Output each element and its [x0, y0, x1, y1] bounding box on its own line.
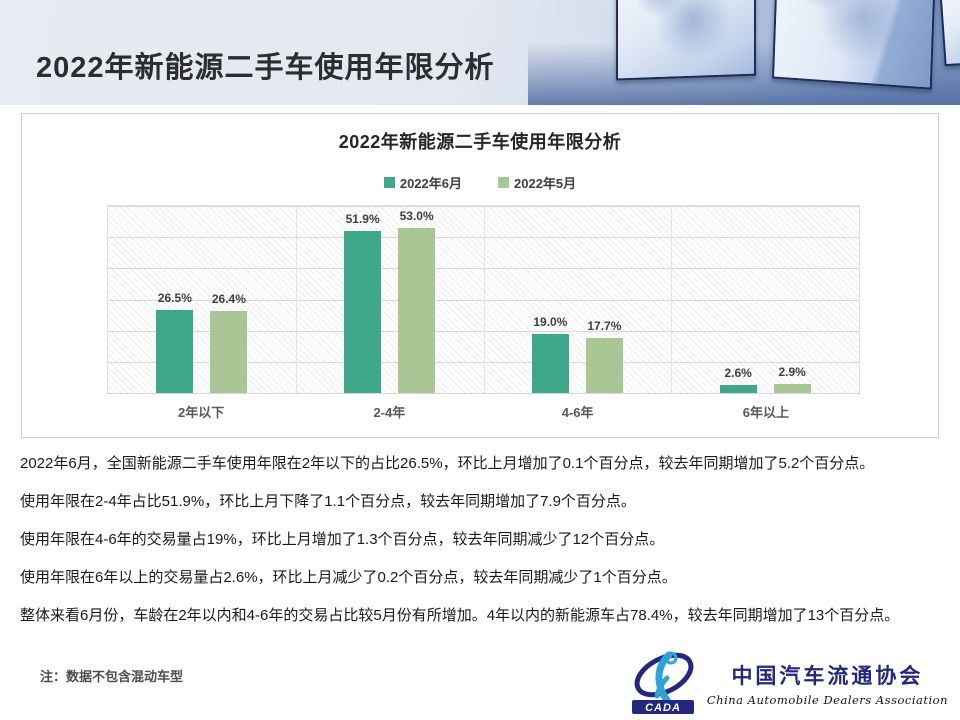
- chart-plot: 26.5% 26.4% 51.9% 53.0% 19.0% 17.7% 2.6% 2.9%: [107, 205, 860, 394]
- header-banner: 2022年新能源二手车使用年限分析: [0, 0, 960, 105]
- bar-groups: 26.5% 26.4% 51.9% 53.0% 19.0% 17.7% 2.6% 2.9%: [108, 206, 859, 393]
- category-label: 4-6年: [561, 405, 594, 420]
- page-title: 2022年新能源二手车使用年限分析: [36, 52, 495, 84]
- association-name-en: China Automobile Dealers Association: [706, 693, 948, 707]
- legend-label: 2022年5月: [514, 176, 577, 191]
- legend-item: 2022年5月: [498, 173, 576, 192]
- bar-value-label: 51.9%: [345, 212, 380, 227]
- category-label: 2-4年: [373, 405, 406, 420]
- bar-group: 26.5% 26.4%: [108, 206, 296, 393]
- bar-2022年5月-4-6年: [585, 337, 623, 393]
- decorative-cube: [939, 0, 960, 67]
- analysis-paragraph: 整体来看6月份，车龄在2年以内和4-6年的交易占比较5月份有所增加。4年以内的新…: [20, 607, 900, 624]
- decorative-cube: [772, 0, 936, 90]
- data-note: 注：数据不包含混动车型: [40, 669, 184, 684]
- category-separator: [671, 206, 673, 393]
- chart-legend: 2022年6月 2022年5月: [22, 173, 938, 192]
- gridline: [108, 393, 859, 394]
- bar-slot: 17.7%: [585, 206, 623, 393]
- category-label: 6年以上: [742, 405, 789, 420]
- bar-value-label: 26.5%: [157, 291, 192, 306]
- bar-slot: 26.5%: [156, 206, 194, 393]
- bar-slot: 2.6%: [719, 206, 757, 393]
- bar-2022年5月-6年以上: [773, 383, 811, 393]
- bar-2022年6月-2年以下: [156, 310, 194, 393]
- bar-2022年5月-2年以下: [210, 310, 248, 393]
- decorative-cube: [616, 0, 756, 81]
- world-map-texture: [774, 0, 934, 88]
- legend-label: 2022年6月: [399, 176, 462, 191]
- cada-logo-mark: CADA: [631, 651, 694, 714]
- analysis-paragraph: 使用年限在4-6年的交易量占19%，环比上月增加了1.3个百分点，较去年同期减少…: [20, 531, 665, 548]
- bar-slot: 51.9%: [344, 206, 382, 393]
- bar-slot: 53.0%: [398, 206, 436, 393]
- bar-group: 51.9% 53.0%: [296, 206, 484, 393]
- legend-swatch-icon: [498, 177, 509, 188]
- bar-2022年6月-2-4年: [344, 231, 382, 393]
- legend-swatch-icon: [383, 177, 395, 188]
- chart-card: 2022年新能源二手车使用年限分析 2022年6月 2022年5月 26.5% 26…: [21, 113, 939, 438]
- bar-slot: 19.0%: [531, 206, 569, 393]
- bar-group: 19.0% 17.7%: [484, 206, 672, 393]
- bar-slot: 26.4%: [210, 206, 248, 393]
- bar-2022年6月-4-6年: [531, 333, 569, 393]
- analysis-paragraph: 2022年6月，全国新能源二手车使用年限在2年以下的占比26.5%，环比上月增加…: [20, 455, 875, 472]
- analysis-paragraph: 使用年限在6年以上的交易量占2.6%，环比上月减少了0.2个百分点，较去年同期减…: [20, 569, 677, 586]
- analysis-text: 2022年6月，全国新能源二手车使用年限在2年以下的占比26.5%，环比上月增加…: [20, 445, 950, 635]
- cada-logo-text: 中国汽车流通协会 China Automobile Dealers Associ…: [707, 650, 948, 707]
- bar-2022年6月-6年以上: [719, 384, 757, 393]
- category-separator: [295, 206, 297, 393]
- bar-value-label: 19.0%: [533, 314, 568, 329]
- chart-title: 2022年新能源二手车使用年限分析: [338, 132, 622, 152]
- bar-value-label: 53.0%: [399, 208, 434, 223]
- category-separator: [483, 206, 485, 393]
- analysis-paragraph: 使用年限在2-4年占比51.9%，环比上月下降了1.1个百分点，较去年同期增加了…: [20, 493, 636, 510]
- bar-value-label: 2.9%: [778, 364, 806, 379]
- association-name-zh: 中国汽车流通协会: [731, 664, 924, 688]
- legend-item: 2022年6月: [383, 173, 462, 192]
- svg-text:CADA: CADA: [645, 702, 681, 714]
- chart-category-axis: 2年以下 2-4年 4-6年 6年以上: [107, 402, 860, 421]
- category-label: 2年以下: [178, 405, 225, 420]
- bar-value-label: 26.4%: [211, 291, 246, 306]
- bar-value-label: 17.7%: [587, 318, 622, 333]
- cada-logo: CADA 中国汽车流通协会 China Automobile Dealers A…: [629, 650, 948, 716]
- bar-slot: 2.9%: [773, 206, 811, 393]
- world-map-texture: [618, 0, 754, 79]
- bar-value-label: 2.6%: [724, 365, 752, 380]
- bar-group: 2.6% 2.9%: [671, 206, 859, 393]
- bar-2022年5月-2-4年: [398, 227, 436, 393]
